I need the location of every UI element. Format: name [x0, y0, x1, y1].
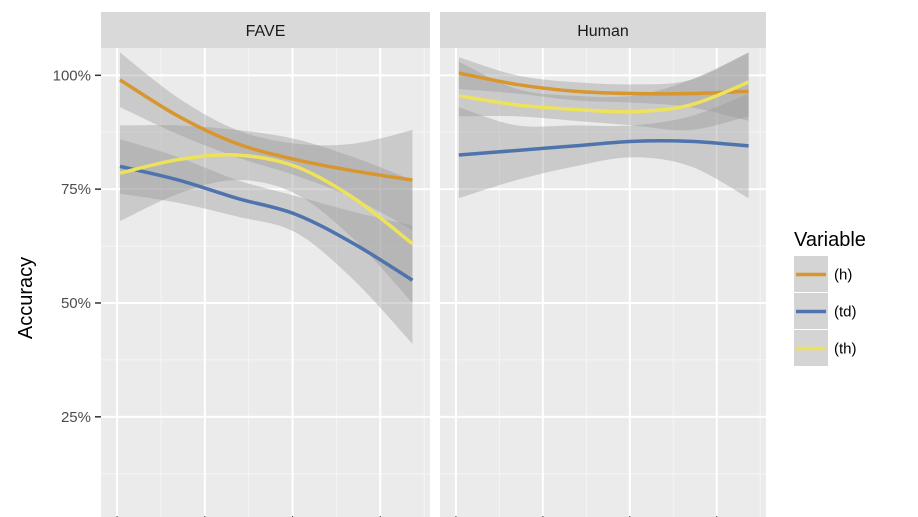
series-line: [119, 78, 413, 182]
legend-label: (h): [834, 267, 852, 284]
legend-entry: (th): [794, 330, 857, 366]
legend: Variable (h) (td) (th): [794, 229, 866, 366]
y-axis: 25% 50% 75% 100%: [53, 67, 101, 426]
y-tick-label: 100%: [53, 67, 91, 84]
panels-layer: FAVE Human: [101, 12, 766, 517]
legend-label: (th): [834, 341, 857, 358]
facet-panel: FAVE: [101, 12, 430, 517]
confidence-band: [458, 52, 749, 131]
legend-entry: (td): [794, 293, 857, 329]
legend-title: Variable: [794, 229, 866, 251]
y-tick-label: 75%: [61, 181, 91, 198]
panel-content: [458, 52, 750, 199]
plot-background: [101, 48, 430, 517]
confidence-band: [120, 52, 413, 231]
facet-strip: [101, 12, 430, 48]
confidence-band: [120, 139, 413, 344]
series-line: [458, 80, 750, 114]
confidence-band: [458, 93, 749, 199]
legend-entry: (h): [794, 256, 852, 292]
series-line: [458, 139, 749, 157]
series-line: [119, 152, 414, 246]
facet-strip: [440, 12, 766, 48]
plot-background: [440, 48, 766, 517]
confidence-band: [458, 52, 749, 121]
legend-label: (td): [834, 304, 857, 321]
facet-panel: Human: [440, 12, 766, 517]
y-tick-label: 50%: [61, 295, 91, 312]
series-line: [458, 71, 749, 96]
panel-content: [119, 52, 414, 344]
series-line: [119, 164, 414, 282]
facet-strip-title: FAVE: [246, 23, 286, 40]
y-axis-title: Accuracy: [15, 257, 37, 339]
y-tick-label: 25%: [61, 409, 91, 426]
facet-strip-title: Human: [577, 23, 629, 40]
